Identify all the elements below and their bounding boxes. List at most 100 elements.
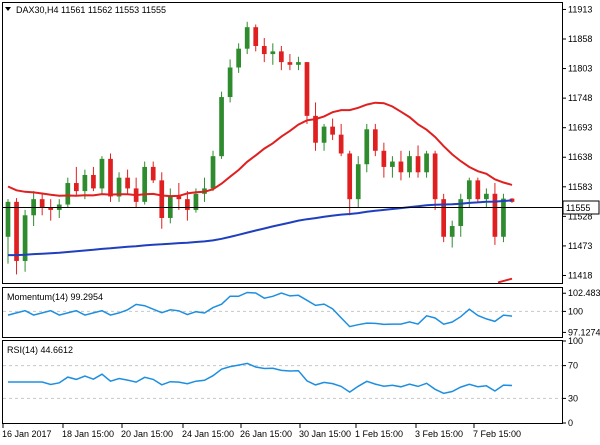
candle-body xyxy=(338,134,344,154)
momentum-tick-label: 102.4833 xyxy=(568,288,600,298)
candle-body xyxy=(313,115,318,143)
price-tick-label: 11913 xyxy=(568,4,592,14)
candle-body xyxy=(424,153,429,173)
rsi-tick-label: 30 xyxy=(568,393,578,403)
candle-body xyxy=(261,45,267,55)
time-tick-label: 7 Feb 15:00 xyxy=(473,429,521,439)
price-tick-label: 11748 xyxy=(568,93,592,103)
candle-body xyxy=(150,166,156,181)
rsi-line xyxy=(8,362,513,395)
candle-body xyxy=(244,27,250,49)
time-tick-label: 1 Feb 15:00 xyxy=(355,429,403,439)
candle-body xyxy=(82,174,88,192)
candle-body xyxy=(236,48,241,68)
candle-body xyxy=(484,193,489,200)
time-tick-label: 3 Feb 15:00 xyxy=(415,429,463,439)
sma-slow-line xyxy=(8,199,513,257)
candle-body xyxy=(390,161,395,167)
momentum-tick-label: 100 xyxy=(568,306,583,316)
current-price-box xyxy=(562,200,600,215)
price-tick-label: 11803 xyxy=(568,64,592,74)
price-tick-label: 11418 xyxy=(568,270,592,280)
triangle-down-icon xyxy=(5,7,11,11)
price-tick-label: 11528 xyxy=(568,211,592,221)
price-tick-label: 11693 xyxy=(568,123,592,133)
candle-body xyxy=(287,62,293,65)
time-tick-label: 18 Jan 15:00 xyxy=(62,429,114,439)
rsi-label: RSI(14) 44.6612 xyxy=(7,345,73,355)
candle-body xyxy=(458,199,464,227)
candle-body xyxy=(159,180,165,218)
price-tick-label: 11638 xyxy=(568,152,592,162)
candle-body xyxy=(142,166,148,202)
candle-body xyxy=(381,150,387,167)
candle-body xyxy=(253,27,259,46)
time-tick-label: 24 Jan 15:00 xyxy=(182,429,234,439)
candle-body xyxy=(39,199,45,208)
sma-fragment-line xyxy=(497,277,513,284)
candle-body xyxy=(73,183,79,192)
candle-body xyxy=(492,193,498,237)
candle-body xyxy=(321,126,327,143)
candle-body xyxy=(398,161,404,173)
price-tick-label: 11583 xyxy=(568,182,592,192)
candle-body xyxy=(108,158,113,197)
candle-body xyxy=(347,153,353,200)
candle-body xyxy=(48,207,54,210)
candle-body xyxy=(193,193,199,210)
candle-body xyxy=(509,198,515,202)
time-tick-label: 26 Jan 15:00 xyxy=(240,429,292,439)
candle-body xyxy=(432,153,438,200)
candle-body xyxy=(372,129,378,151)
rsi-tick-label: 100 xyxy=(568,336,583,346)
main-price-axis: 11913 11858 11803 11748 11693 11638 11583 11528… xyxy=(562,4,592,280)
candle-body xyxy=(270,51,276,55)
candle-body xyxy=(125,177,130,189)
candle-body xyxy=(355,164,361,200)
candle-body xyxy=(415,156,421,173)
candle-body xyxy=(449,226,455,237)
sma-fast-line xyxy=(7,101,513,198)
time-tick-label: 16 Jan 2017 xyxy=(2,429,52,439)
momentum-tick-label: 97.1274 xyxy=(568,327,600,337)
candle-body xyxy=(364,129,370,165)
rsi-layer: 100 70 30 0 xyxy=(3,336,583,428)
momentum-layer: 102.4833 100 97.1274 xyxy=(3,288,600,337)
candle-body xyxy=(65,183,71,205)
time-tick-label: 30 Jan 15:00 xyxy=(299,429,351,439)
candle-body xyxy=(227,67,233,98)
candle-body xyxy=(219,97,224,157)
candle-body xyxy=(441,199,447,237)
rsi-tick-label: 0 xyxy=(568,418,573,428)
candle-body xyxy=(185,199,190,210)
candle-body xyxy=(330,126,335,135)
candle-body xyxy=(91,174,96,189)
symbol-header: DAX30,H4 11561 11562 11553 11555 xyxy=(16,5,166,15)
candle-body xyxy=(5,201,11,237)
momentum-label: Momentum(14) 99.2954 xyxy=(7,292,103,302)
candle-body xyxy=(14,201,19,261)
current-price-value: 11555 xyxy=(566,203,590,213)
candle-body xyxy=(304,62,310,116)
price-tick-label: 11858 xyxy=(568,34,592,44)
time-axis: 16 Jan 2017 18 Jan 15:00 20 Jan 15:00 24 Ja… xyxy=(2,424,521,439)
candle-body xyxy=(279,51,284,63)
candle-body xyxy=(501,198,506,237)
candle-body xyxy=(116,177,122,197)
rsi-pane[interactable] xyxy=(2,340,563,424)
candle-body xyxy=(22,215,28,261)
momentum-line xyxy=(7,291,513,328)
candle-body xyxy=(210,156,216,189)
main-chart-pane[interactable] xyxy=(2,2,563,284)
moving-averages xyxy=(7,101,513,284)
candles-layer xyxy=(5,21,515,275)
candle-body xyxy=(99,158,105,189)
candle-body xyxy=(176,196,182,200)
rsi-tick-label: 70 xyxy=(568,361,578,371)
price-tick-label: 11473 xyxy=(568,241,592,251)
candle-body xyxy=(475,180,481,200)
candle-body xyxy=(466,180,472,200)
time-tick-label: 20 Jan 15:00 xyxy=(121,429,173,439)
